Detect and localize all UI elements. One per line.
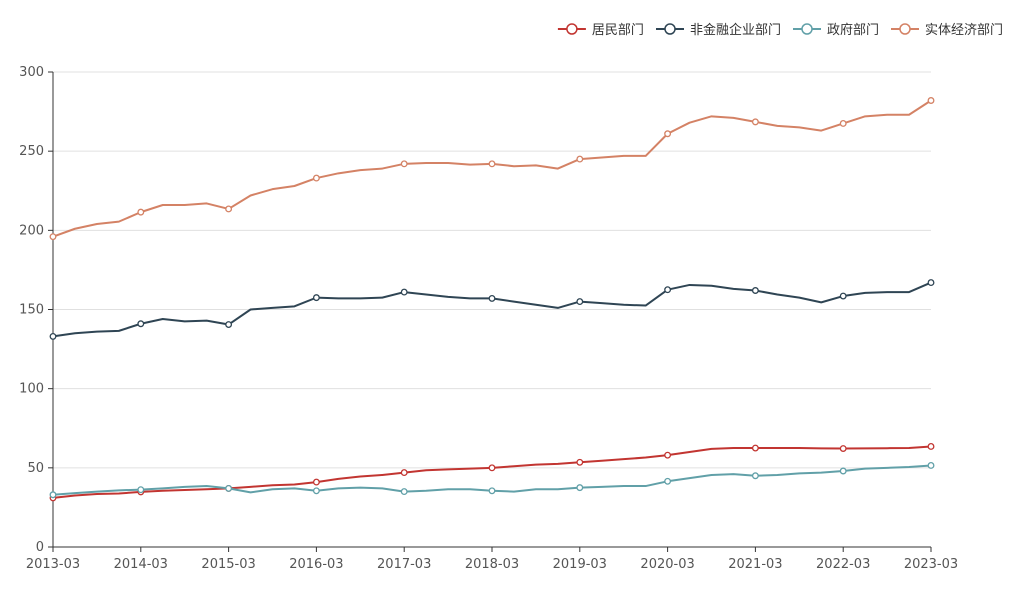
data-point	[225, 484, 233, 492]
legend-item[interactable]: 居民部门	[557, 23, 644, 38]
y-tick-label: 250	[19, 144, 44, 159]
data-point	[927, 443, 935, 450]
data-point	[137, 486, 145, 494]
data-point	[664, 451, 672, 459]
x-tick-label: 2022-03	[816, 557, 870, 572]
y-tick-label: 300	[19, 65, 44, 80]
data-point	[400, 488, 408, 496]
x-axis: 2013-03 2014-03 2015-03 2016-03 2017-03 2018-…	[26, 546, 958, 572]
data-point	[839, 445, 847, 452]
x-tick-label: 2013-03	[26, 557, 80, 572]
data-point	[137, 320, 145, 328]
x-tick-label: 2015-03	[201, 557, 255, 572]
y-tick-label: 0	[36, 540, 44, 555]
data-point	[927, 462, 935, 469]
x-tick-label: 2021-03	[728, 557, 782, 572]
legend-label: 政府部门	[827, 23, 879, 38]
data-point	[49, 332, 57, 340]
y-tick-label: 200	[19, 223, 44, 238]
data-point	[137, 208, 145, 216]
data-point	[751, 444, 759, 452]
data-point	[225, 205, 233, 213]
legend-label: 实体经济部门	[925, 23, 1003, 38]
series-1	[49, 279, 935, 340]
y-tick-label: 100	[19, 382, 44, 397]
data-point	[400, 288, 408, 296]
data-point	[312, 478, 320, 486]
data-point	[751, 472, 759, 480]
data-point	[49, 491, 57, 499]
data-point	[312, 487, 320, 495]
data-point	[312, 294, 320, 302]
data-point	[225, 321, 233, 328]
legend-item[interactable]: 政府部门	[793, 23, 879, 38]
data-point	[664, 477, 672, 485]
data-point	[576, 155, 584, 163]
legend-marker	[899, 23, 911, 35]
x-tick-label: 2014-03	[114, 557, 168, 572]
legend: 居民部门 非金融企业部门 政府部门 实体经济部门	[557, 22, 1003, 38]
data-point	[312, 174, 320, 182]
data-point	[488, 160, 496, 168]
data-point	[664, 130, 672, 138]
y-tick-label: 150	[19, 303, 44, 318]
x-tick-label: 2019-03	[553, 557, 607, 572]
y-tick-label: 50	[27, 461, 44, 476]
data-point	[576, 298, 584, 306]
series-2	[49, 462, 935, 499]
data-point	[839, 292, 847, 300]
data-point	[839, 120, 847, 127]
y-axis: 0 50 100 150 200 250 300	[19, 65, 54, 555]
legend-label: 非金融企业部门	[690, 22, 781, 38]
data-point	[488, 487, 496, 495]
legend-item[interactable]: 实体经济部门	[891, 23, 1003, 38]
x-tick-label: 2016-03	[289, 557, 343, 572]
data-point	[49, 233, 57, 241]
data-point	[927, 279, 935, 287]
data-point	[751, 287, 759, 294]
data-point	[488, 464, 496, 472]
x-tick-label: 2018-03	[465, 557, 519, 572]
series-3	[49, 97, 935, 241]
legend-marker	[664, 23, 676, 35]
data-point	[488, 294, 496, 302]
legend-marker	[566, 23, 578, 35]
series-line	[52, 99, 932, 238]
legend-item[interactable]: 非金融企业部门	[656, 22, 781, 38]
grid-lines	[53, 71, 931, 469]
data-point	[576, 484, 584, 492]
x-tick-label: 2017-03	[377, 557, 431, 572]
x-tick-label: 2020-03	[640, 557, 694, 572]
data-point	[839, 467, 847, 475]
legend-marker	[801, 23, 813, 35]
data-point	[664, 286, 672, 294]
legend-label: 居民部门	[592, 23, 644, 38]
data-point	[576, 458, 584, 466]
data-point	[751, 118, 759, 126]
data-point	[927, 97, 935, 104]
series-layer	[49, 97, 935, 502]
x-tick-label: 2023-03	[904, 557, 958, 572]
data-point	[400, 469, 408, 477]
data-point	[400, 160, 408, 168]
